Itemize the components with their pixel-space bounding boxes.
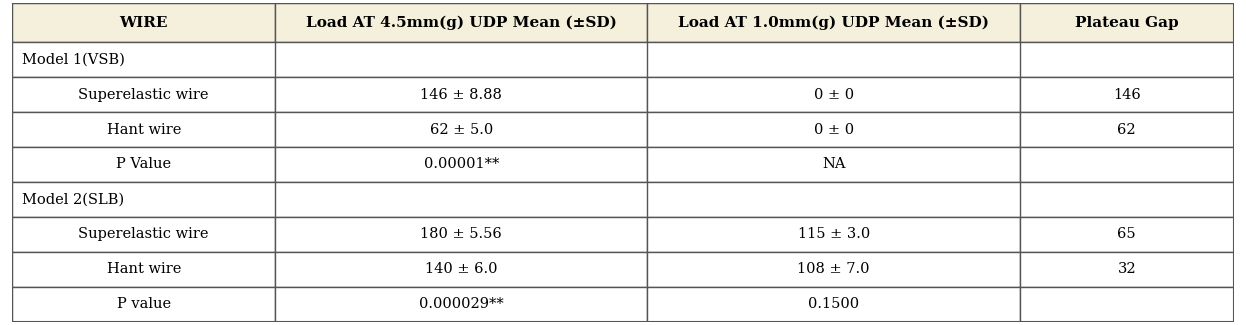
Bar xyxy=(12,182,1234,217)
Text: 0 ± 0: 0 ± 0 xyxy=(814,123,854,136)
Bar xyxy=(12,3,275,42)
Bar xyxy=(1019,287,1234,322)
Text: 0 ± 0: 0 ± 0 xyxy=(814,88,854,102)
Text: Load AT 4.5mm(g) UDP Mean (±SD): Load AT 4.5mm(g) UDP Mean (±SD) xyxy=(305,16,617,30)
Bar xyxy=(12,287,275,322)
Bar xyxy=(648,3,1019,42)
Bar xyxy=(12,112,275,147)
Text: Model 1(VSB): Model 1(VSB) xyxy=(22,53,125,67)
Bar xyxy=(275,287,648,322)
Text: Model 2(SLB): Model 2(SLB) xyxy=(22,192,125,206)
Text: 62: 62 xyxy=(1118,123,1136,136)
Bar xyxy=(648,217,1019,252)
Text: Load AT 1.0mm(g) UDP Mean (±SD): Load AT 1.0mm(g) UDP Mean (±SD) xyxy=(678,16,989,30)
Bar xyxy=(1019,112,1234,147)
Text: 146 ± 8.88: 146 ± 8.88 xyxy=(420,88,502,102)
Bar xyxy=(12,42,1234,77)
Bar xyxy=(275,252,648,287)
Text: 62 ± 5.0: 62 ± 5.0 xyxy=(430,123,493,136)
Text: 0.00001**: 0.00001** xyxy=(424,158,498,172)
Bar xyxy=(275,112,648,147)
Bar xyxy=(648,287,1019,322)
Text: 0.000029**: 0.000029** xyxy=(419,297,503,311)
Text: 65: 65 xyxy=(1118,227,1136,241)
Text: P value: P value xyxy=(117,297,171,311)
Text: Hant wire: Hant wire xyxy=(107,262,181,276)
Bar xyxy=(12,77,275,112)
Text: 140 ± 6.0: 140 ± 6.0 xyxy=(425,262,497,276)
Bar xyxy=(12,217,275,252)
Bar xyxy=(1019,252,1234,287)
Text: NA: NA xyxy=(822,158,845,172)
Bar xyxy=(1019,3,1234,42)
Text: 146: 146 xyxy=(1113,88,1140,102)
Bar xyxy=(12,147,275,182)
Bar xyxy=(648,252,1019,287)
Text: Superelastic wire: Superelastic wire xyxy=(78,88,209,102)
Bar xyxy=(1019,77,1234,112)
Text: 32: 32 xyxy=(1118,262,1136,276)
Bar xyxy=(275,3,648,42)
Text: WIRE: WIRE xyxy=(120,16,168,30)
Bar xyxy=(275,77,648,112)
Text: 180 ± 5.56: 180 ± 5.56 xyxy=(420,227,502,241)
Bar xyxy=(648,147,1019,182)
Bar xyxy=(1019,147,1234,182)
Bar xyxy=(275,217,648,252)
Text: 0.1500: 0.1500 xyxy=(809,297,860,311)
Bar xyxy=(648,112,1019,147)
Text: Plateau Gap: Plateau Gap xyxy=(1075,16,1179,30)
Text: Hant wire: Hant wire xyxy=(107,123,181,136)
Text: Superelastic wire: Superelastic wire xyxy=(78,227,209,241)
Text: 108 ± 7.0: 108 ± 7.0 xyxy=(797,262,870,276)
Bar xyxy=(648,77,1019,112)
Text: 115 ± 3.0: 115 ± 3.0 xyxy=(797,227,870,241)
Bar xyxy=(1019,217,1234,252)
Bar xyxy=(12,252,275,287)
Bar xyxy=(275,147,648,182)
Text: P Value: P Value xyxy=(116,158,171,172)
